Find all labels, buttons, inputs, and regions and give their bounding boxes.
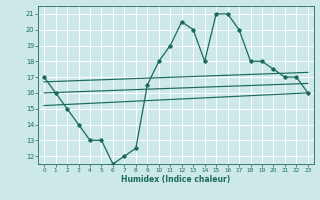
X-axis label: Humidex (Indice chaleur): Humidex (Indice chaleur) — [121, 175, 231, 184]
